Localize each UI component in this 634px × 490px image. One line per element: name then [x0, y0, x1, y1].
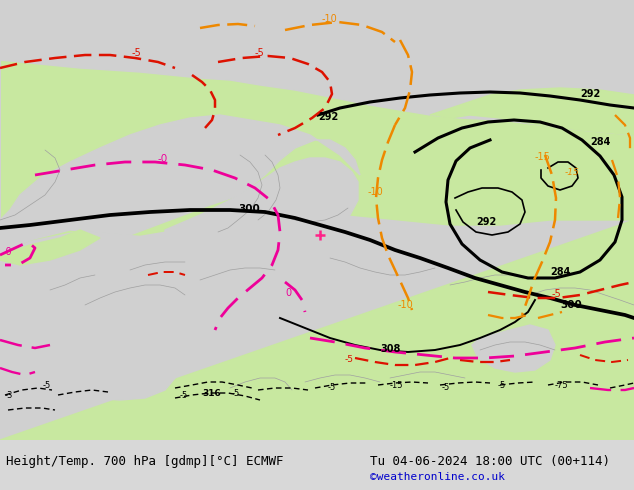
Text: -10: -10 [368, 187, 384, 197]
Text: -10: -10 [398, 300, 414, 310]
Polygon shape [0, 0, 634, 440]
Text: -5: -5 [232, 389, 240, 398]
Text: 316: 316 [202, 389, 221, 398]
Text: 300: 300 [560, 300, 582, 310]
Text: -5: -5 [498, 381, 507, 390]
Text: -75: -75 [555, 381, 569, 390]
Text: -5: -5 [442, 383, 450, 392]
Text: -5: -5 [345, 355, 354, 364]
Text: -5: -5 [328, 383, 336, 392]
Text: -3: -3 [5, 391, 13, 400]
Text: 284: 284 [550, 267, 571, 277]
Text: 300: 300 [238, 204, 260, 214]
Text: 0: 0 [285, 288, 291, 298]
Text: -15: -15 [535, 152, 551, 162]
Text: -5: -5 [180, 391, 188, 400]
Polygon shape [0, 0, 634, 135]
Text: -5: -5 [132, 48, 142, 58]
Text: Height/Temp. 700 hPa [gdmp][°C] ECMWF: Height/Temp. 700 hPa [gdmp][°C] ECMWF [6, 455, 283, 468]
Text: 292: 292 [318, 112, 339, 122]
Polygon shape [52, 308, 148, 348]
Polygon shape [0, 0, 360, 255]
Polygon shape [0, 230, 100, 265]
Text: -15: -15 [390, 381, 403, 390]
Polygon shape [45, 350, 175, 400]
Text: 284: 284 [590, 137, 611, 147]
Text: Tu 04-06-2024 18:00 UTC (00+114): Tu 04-06-2024 18:00 UTC (00+114) [370, 455, 610, 468]
Text: -0: -0 [158, 154, 168, 164]
Text: 292: 292 [580, 89, 600, 99]
Text: -15: -15 [565, 168, 579, 177]
Polygon shape [165, 158, 358, 240]
Polygon shape [430, 88, 634, 135]
Text: ©weatheronline.co.uk: ©weatheronline.co.uk [370, 472, 505, 482]
Polygon shape [472, 325, 555, 372]
Text: 308: 308 [380, 344, 401, 354]
Text: -5: -5 [255, 48, 265, 58]
Text: 292: 292 [476, 217, 496, 227]
Text: -0: -0 [3, 247, 13, 257]
Text: -5: -5 [552, 289, 562, 299]
Text: -5: -5 [43, 381, 51, 390]
Text: -10: -10 [322, 14, 338, 24]
